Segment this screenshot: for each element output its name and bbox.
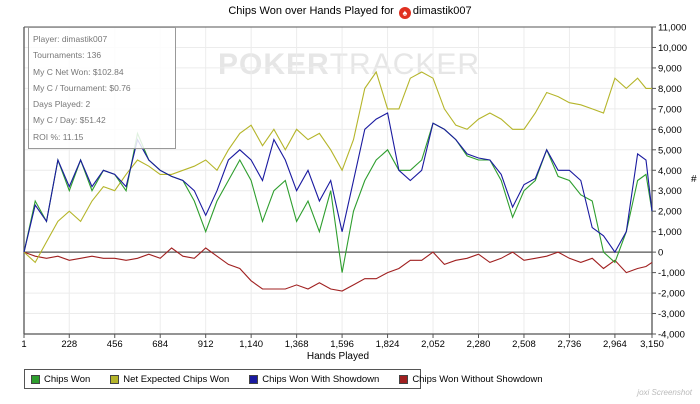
legend-swatch [110, 374, 120, 384]
pokertracker-watermark: POKERTRACKER [218, 48, 481, 81]
x-tick-label: 456 [107, 339, 123, 350]
y-tick-label: 2,000 [658, 207, 682, 218]
y-tick-label: 7,000 [658, 104, 682, 115]
x-tick-label: 1,140 [239, 339, 263, 350]
chart-title: Chips Won over Hands Played for ♠ dimasti… [0, 5, 700, 19]
x-tick-label: 1 [21, 339, 26, 350]
x-tick-label: 2,964 [603, 339, 627, 350]
legend-swatch [399, 374, 409, 384]
x-tick-label: 2,052 [421, 339, 445, 350]
stats-box: Player: dimastik007 Tournaments: 136 My … [28, 27, 176, 149]
series-line-chips-won-with-showdown [23, 112, 653, 254]
legend: Chips Won Net Expected Chips Won Chips W… [24, 369, 543, 389]
y-tick-label: -3,000 [658, 309, 685, 320]
stat-per-day: My C / Day: $51.42 [33, 115, 106, 126]
y-tick-label: 10,000 [658, 43, 687, 54]
x-tick-label: 912 [198, 339, 214, 350]
y-tick-label: -2,000 [658, 289, 685, 300]
y-tick-label: 6,000 [658, 125, 682, 136]
pokerstars-icon: ♠ [398, 7, 411, 19]
screenshot-credit: joxi Screenshot [637, 388, 692, 397]
legend-item-without-showdown[interactable]: Chips Won Without Showdown [399, 374, 543, 385]
y-tick-label: 1,000 [658, 227, 682, 238]
y-tick-label: -4,000 [658, 330, 685, 341]
y-tick-label: 11,000 [658, 23, 686, 34]
series-line-chips-won-without-showdown [23, 247, 653, 292]
stat-tournaments: Tournaments: 136 [33, 50, 102, 61]
legend-swatch [31, 374, 40, 384]
stat-roi: ROI %: 11.15 [33, 131, 84, 142]
y-tick-label: 9,000 [658, 63, 682, 74]
x-tick-label: 2,736 [558, 339, 582, 350]
legend-swatch [249, 374, 259, 384]
x-axis-label: Hands Played [306, 351, 370, 362]
x-tick-label: 2,508 [512, 339, 536, 350]
x-tick-label: 1,596 [330, 339, 354, 350]
chart-title-player: dimastik007 [412, 5, 472, 17]
y-tick-label: 3,000 [658, 186, 682, 197]
legend-item-with-showdown[interactable]: Chips Won With Showdown [249, 374, 379, 385]
stat-net-won: My C Net Won: $102.84 [33, 66, 124, 77]
y-tick-label: 8,000 [658, 84, 682, 95]
y-tick-label: 4,000 [658, 166, 682, 177]
y-tick-label: 0 [658, 248, 663, 259]
y-tick-label: -1,000 [658, 268, 685, 279]
x-tick-label: 3,150 [640, 339, 664, 350]
chart-title-text: Chips Won over Hands Played for [228, 5, 394, 17]
x-tick-label: 1,824 [376, 339, 400, 350]
y-tick-label: 5,000 [658, 145, 682, 156]
x-tick-label: 228 [61, 339, 77, 350]
y-axis-label: # [691, 174, 697, 185]
x-tick-label: 2,280 [467, 339, 491, 350]
stat-per-tournament: My C / Tournament: $0.76 [33, 82, 131, 93]
x-tick-label: 684 [152, 339, 168, 350]
x-tick-label: 1,368 [285, 339, 309, 350]
stat-player: Player: dimastik007 [33, 34, 108, 44]
legend-item-net-expected[interactable]: Net Expected Chips Won [110, 374, 229, 385]
legend-item-chips-won[interactable]: Chips Won [31, 374, 90, 385]
stat-days-played: Days Played: 2 [33, 99, 91, 110]
